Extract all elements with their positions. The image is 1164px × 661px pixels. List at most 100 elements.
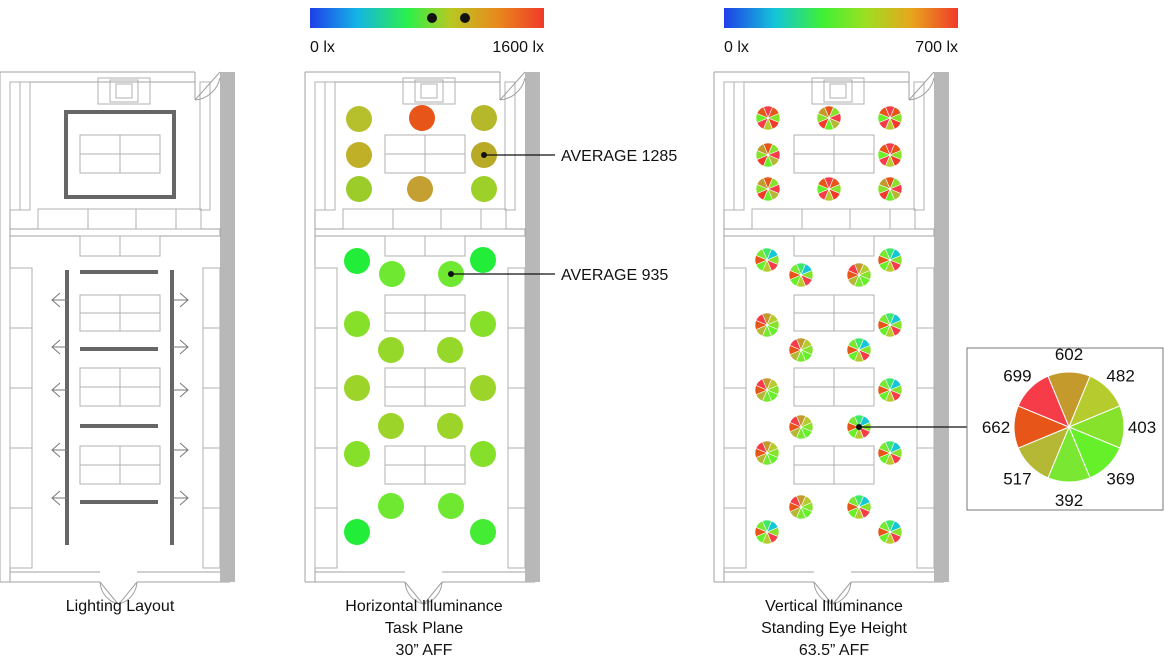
mini-pie-slice	[878, 313, 891, 326]
detail-pie-panel: 602 482 403 369 392 517 662 699	[966, 345, 1164, 511]
mini-pie-slice	[755, 313, 768, 326]
vertical-calc-pie	[877, 440, 903, 466]
vertical-calc-pie	[877, 176, 903, 202]
vertical-calc-pie	[754, 519, 780, 545]
vertical-calc-pies	[754, 105, 903, 545]
detail-pie-chart	[1013, 371, 1125, 483]
mini-pie-slice	[756, 177, 769, 190]
mini-pie-slice	[878, 143, 891, 156]
vertical-calc-pie	[877, 312, 903, 338]
calc-point	[471, 176, 497, 202]
horizontal-illuminance-plan: 0 lx 1600 lx	[304, 8, 677, 605]
vertical-calc-pie	[877, 105, 903, 131]
captions: Lighting Layout Horizontal Illuminance T…	[66, 598, 908, 659]
detail-pie-labels: 602 482 403 369 392 517 662 699	[982, 345, 1156, 510]
mini-pie-slice	[878, 441, 891, 454]
upper-average-label: AVERAGE 1285	[561, 148, 677, 165]
caption-horizontal-line-1: Horizontal Illuminance	[345, 598, 503, 615]
calc-point	[378, 413, 404, 439]
calc-point	[344, 248, 370, 274]
caption-vertical-line-2: Standing Eye Height	[761, 620, 907, 637]
mini-pie-slice	[789, 495, 802, 508]
calc-point	[470, 519, 496, 545]
mini-pie-slice	[878, 177, 891, 190]
vertical-calc-pie	[788, 337, 814, 363]
pie-slice-label: 392	[1055, 491, 1083, 510]
pie-slice-label: 699	[1003, 366, 1031, 385]
caption-vertical-line-1: Vertical Illuminance	[765, 598, 903, 615]
lower-average-label: AVERAGE 935	[561, 267, 668, 284]
vertical-calc-pie	[877, 519, 903, 545]
mini-pie-slice	[817, 106, 830, 119]
mini-pie-slice	[755, 441, 768, 454]
calc-point	[470, 375, 496, 401]
mini-pie-slice	[789, 263, 802, 276]
mini-pie-slice	[755, 378, 768, 391]
calc-point	[344, 311, 370, 337]
mini-pie-slice	[878, 378, 891, 391]
pie-slice-label: 482	[1106, 366, 1134, 385]
caption-horizontal-line-2: Task Plane	[385, 620, 463, 637]
vertical-legend-max: 700 lx	[915, 39, 958, 56]
vertical-calc-pie	[788, 494, 814, 520]
calc-point	[378, 337, 404, 363]
pie-slice-label: 602	[1055, 345, 1083, 364]
calc-point	[344, 441, 370, 467]
vertical-calc-pie	[755, 105, 781, 131]
horizontal-legend-max: 1600 lx	[492, 39, 544, 56]
lower-room-points	[344, 247, 496, 545]
vertical-calc-pie	[754, 247, 780, 273]
mini-pie-slice	[878, 520, 891, 533]
vertical-calc-pie	[754, 377, 780, 403]
mini-pie-slice	[755, 248, 768, 261]
vertical-illuminance-plan: 0 lx 700 lx	[713, 8, 1010, 605]
calc-point	[346, 142, 372, 168]
vertical-calc-pie	[846, 494, 872, 520]
mini-pie-slice	[755, 520, 768, 533]
vertical-calc-pie	[877, 247, 903, 273]
caption-vertical-line-3: 63.5” AFF	[799, 642, 869, 659]
legend-marker-1	[427, 13, 437, 23]
pie-slice-label: 517	[1003, 470, 1031, 489]
calc-point	[379, 261, 405, 287]
vertical-calc-pie	[877, 377, 903, 403]
mini-pie-slice	[847, 495, 860, 508]
calc-point	[409, 105, 435, 131]
caption-horizontal-line-3: 30” AFF	[396, 642, 453, 659]
cove-fixture	[64, 110, 176, 199]
mini-pie-slice	[847, 338, 860, 351]
mini-pie-slice	[847, 415, 860, 428]
upper-room-points	[346, 105, 497, 202]
calc-point	[437, 413, 463, 439]
vertical-legend-min: 0 lx	[724, 39, 749, 56]
vertical-calc-pie	[846, 414, 872, 440]
mini-pie-slice	[878, 248, 891, 261]
horizontal-legend-min: 0 lx	[310, 39, 335, 56]
pie-slice-label: 403	[1128, 418, 1156, 437]
vertical-calc-pie	[755, 176, 781, 202]
calc-point	[470, 311, 496, 337]
mini-pie-slice	[789, 338, 802, 351]
mini-pie-slice	[756, 106, 769, 119]
mini-pie-slice	[789, 415, 802, 428]
vertical-calc-pie	[816, 105, 842, 131]
calc-point	[470, 247, 496, 273]
vertical-calc-pie	[754, 440, 780, 466]
caption-lighting-layout: Lighting Layout	[66, 598, 175, 615]
vertical-calc-pie	[754, 312, 780, 338]
legend-marker-2	[460, 13, 470, 23]
mini-pie-slice	[847, 263, 860, 276]
calc-point	[470, 441, 496, 467]
calc-point	[346, 106, 372, 132]
calc-point	[378, 493, 404, 519]
vertical-calc-pie	[846, 337, 872, 363]
calc-point	[437, 337, 463, 363]
vertical-calc-pie	[788, 414, 814, 440]
calc-point	[346, 176, 372, 202]
vertical-calc-pie	[816, 176, 842, 202]
vertical-calc-pie	[755, 142, 781, 168]
pie-slice-label: 662	[982, 418, 1010, 437]
vertical-legend-bar	[724, 8, 958, 28]
vertical-calc-pie	[846, 262, 872, 288]
